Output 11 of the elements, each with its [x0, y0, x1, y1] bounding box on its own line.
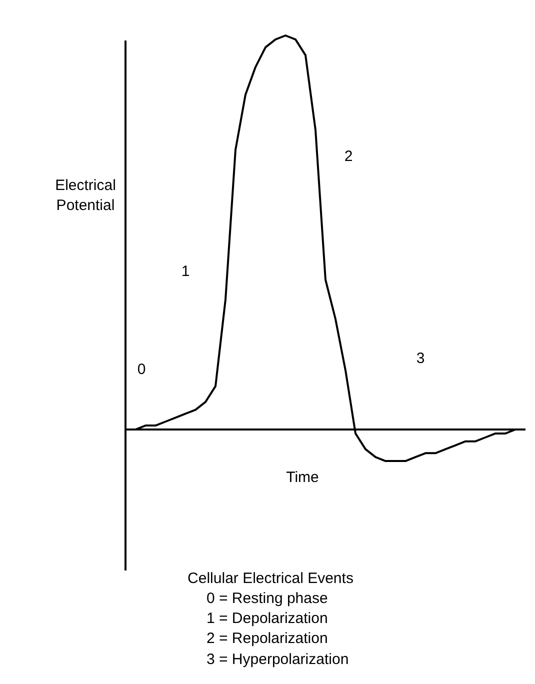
- text: 2 = Repolarization: [206, 630, 328, 647]
- text: 3 = Hyperpolarization: [206, 651, 349, 668]
- annotation: 2: [344, 148, 353, 165]
- annotation: 1: [181, 263, 190, 280]
- x-axis-title: Time: [286, 469, 319, 486]
- annotation: 3: [416, 350, 425, 367]
- text: Cellular Electrical Events: [188, 570, 354, 587]
- y-axis-title: Electrical Potential: [55, 176, 116, 214]
- annotation: 0: [137, 361, 146, 378]
- text: 1 = Depolarization: [206, 610, 328, 627]
- text: 0 = Resting phase: [206, 590, 328, 607]
